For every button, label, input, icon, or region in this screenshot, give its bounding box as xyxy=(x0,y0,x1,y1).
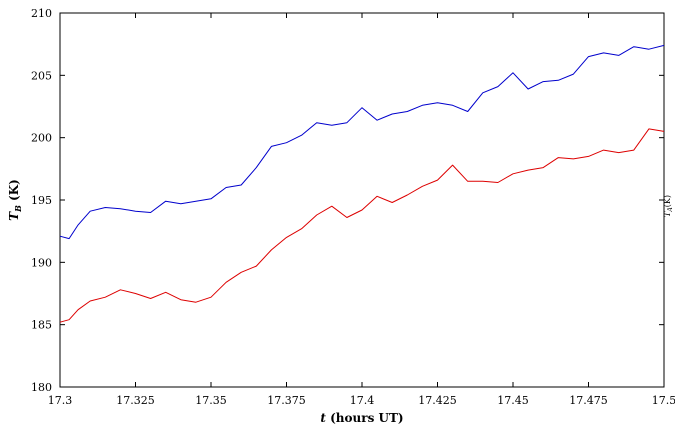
series-line-1 xyxy=(59,44,665,240)
x-tick-label: 17.3 xyxy=(48,394,73,407)
x-tick-label: 17.45 xyxy=(497,394,529,407)
y-tick-label: 210 xyxy=(31,7,52,20)
y-tick-label: 185 xyxy=(31,319,52,332)
x-tick-label: 17.5 xyxy=(652,394,675,407)
x-tick-label: 17.425 xyxy=(418,394,457,407)
x-tick-label: 17.375 xyxy=(267,394,306,407)
y2-axis-title: TA(K) xyxy=(663,195,674,217)
x-tick-label: 17.325 xyxy=(116,394,155,407)
x-tick-label: 17.4 xyxy=(350,394,375,407)
y-tick-label: 195 xyxy=(31,194,52,207)
series-layer xyxy=(59,44,665,323)
y-axis-title: TB (K) xyxy=(7,179,23,221)
y-tick-label: 200 xyxy=(31,132,52,145)
ticks-layer: 17.3 17.325 17.35 17.375 17.4 17.425 17.45 17.4… xyxy=(31,7,675,407)
plot-frame xyxy=(59,12,665,388)
y-tick-label: 205 xyxy=(31,69,52,82)
series-line-2 xyxy=(59,128,665,323)
x-tick-label: 17.475 xyxy=(569,394,608,407)
x-tick-label: 17.35 xyxy=(195,394,227,407)
y-tick-label: 190 xyxy=(31,256,52,269)
x-axis-title: t (hours UT) xyxy=(320,411,403,425)
y-tick-label: 180 xyxy=(31,381,52,394)
